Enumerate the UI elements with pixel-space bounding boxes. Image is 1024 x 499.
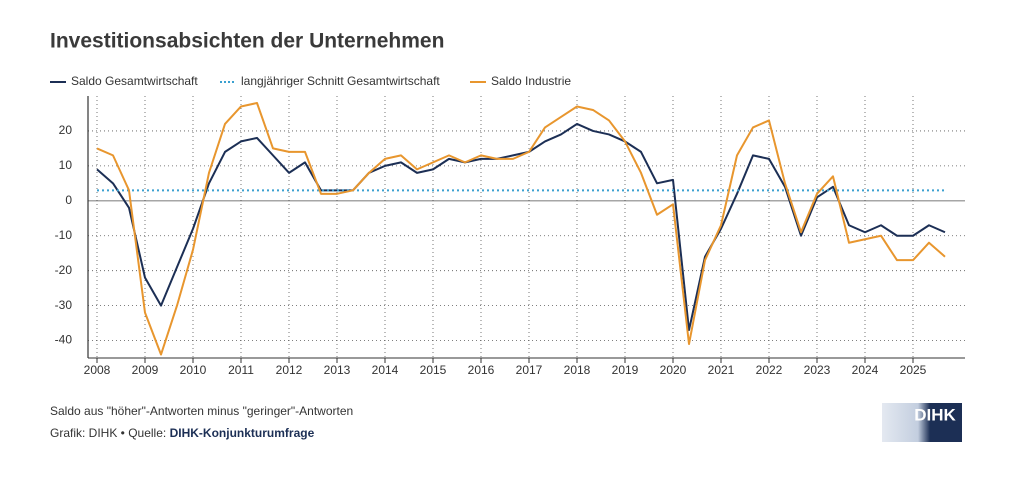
y-tick-label: -40: [55, 333, 73, 347]
x-tick-label: 2018: [564, 363, 591, 377]
x-tick-label: 2013: [324, 363, 351, 377]
y-tick-label: -30: [55, 298, 73, 312]
chart-title: Investitionsabsichten der Unternehmen: [50, 30, 444, 53]
logo: DIHK: [914, 405, 956, 424]
x-tick-label: 2009: [132, 363, 159, 377]
x-tick-label: 2011: [228, 363, 254, 377]
x-tick-label: 2012: [276, 363, 303, 377]
source-link[interactable]: DIHK-Konjunkturumfrage: [170, 426, 315, 440]
line: [96, 122, 946, 332]
x-tick-label: 2015: [420, 363, 447, 377]
logo-box: [882, 403, 962, 442]
y-tick-label: 0: [65, 193, 72, 207]
x-tick-label: 2021: [708, 363, 735, 377]
y-tick-label: -10: [55, 228, 73, 242]
y-tick-label: 20: [59, 123, 73, 137]
y-tick-label: -20: [55, 263, 73, 277]
x-tick-label: 2016: [468, 363, 495, 377]
line: [96, 101, 946, 356]
x-tick-label: 2022: [756, 363, 783, 377]
x-tick-label: 2020: [660, 363, 687, 377]
x-tick-label: 2023: [804, 363, 831, 377]
legend-label: langjähriger Schnitt Gesamtwirtschaft: [241, 74, 440, 88]
legend-label: Saldo Gesamtwirtschaft: [71, 74, 198, 88]
x-tick-label: 2017: [516, 363, 543, 377]
x-tick-label: 2025: [900, 363, 927, 377]
x-tick-label: 2008: [84, 363, 111, 377]
x-tick-label: 2014: [372, 363, 399, 377]
note: Saldo aus "höher"-Antworten minus "gerin…: [50, 404, 353, 418]
source-prefix: Grafik: DIHK • Quelle:: [50, 426, 166, 440]
x-tick-label: 2019: [612, 363, 639, 377]
source: Grafik: DIHK • Quelle: DIHK-Konjunkturum…: [50, 426, 315, 440]
legend-label: Saldo Industrie: [491, 74, 571, 88]
plot-area: -40 -30 -20 -10 0 10 20 2008 2009 2010 2011 2012 201…: [55, 96, 965, 377]
x-tick-label: 2010: [180, 363, 207, 377]
y-tick-label: 10: [59, 158, 73, 172]
x-tick-label: 2024: [852, 363, 879, 377]
legend: Saldo Gesamtwirtschaft langjähriger Schn…: [50, 74, 571, 88]
